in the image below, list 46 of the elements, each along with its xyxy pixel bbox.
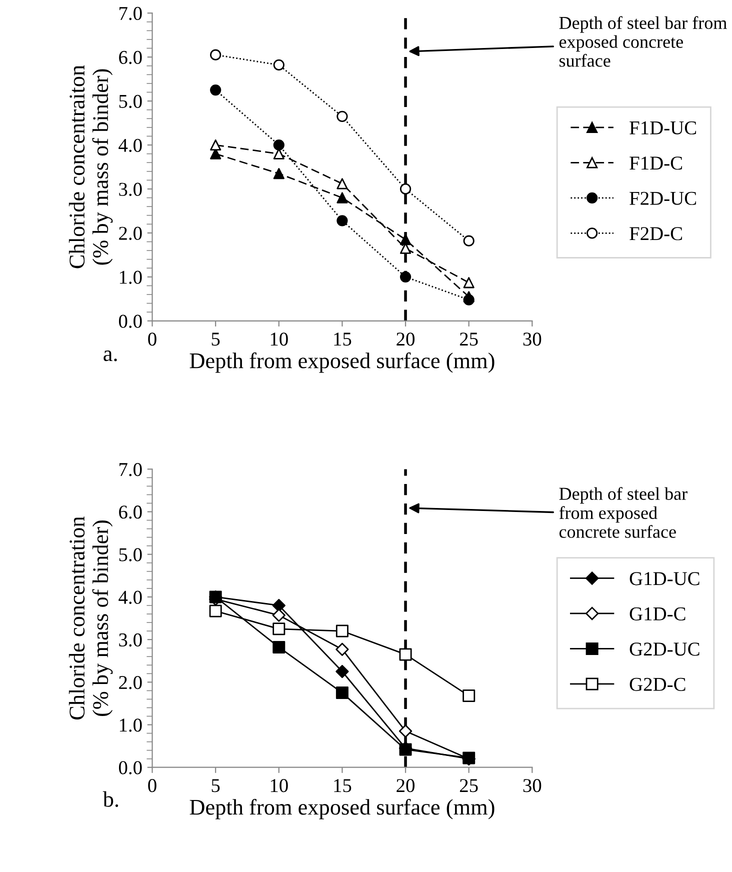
x-tick-label: 30 [523, 332, 542, 346]
y-tick-label: 2.0 [119, 676, 142, 690]
ref-line-label: Depth of steel bar from exposed concrete surface [559, 16, 727, 67]
y-axis-title: Chloride concentraiton (% by mass of binder) [68, 65, 113, 268]
y-tick-label: 4.0 [118, 590, 142, 604]
x-tick-label: 0 [148, 779, 156, 792]
text: a. [104, 350, 117, 362]
y-tick-label: 4.0 [118, 138, 142, 152]
x-tick-label: 25 [460, 332, 478, 346]
x-axis-title: Depth from exposed surface (mm) [190, 352, 494, 373]
y-tick-label: 5.0 [119, 94, 142, 108]
y-tick-label: 3.0 [119, 633, 142, 647]
y-tick-label: 0.0 [118, 761, 142, 774]
y-tick-label: 5.0 [119, 548, 142, 562]
y-tick-label: 3.0 [119, 182, 142, 196]
legend-label: G1D-UC [630, 572, 700, 586]
ref-line-label: Depth of steel bar from exposed concrete surface [559, 487, 688, 538]
x-tick-label: 0 [148, 332, 156, 346]
legend-label: G2D-UC [630, 642, 700, 656]
x-tick-label: 10 [270, 332, 288, 346]
y-tick-label: 7.0 [120, 462, 142, 476]
legend-label: F2D-UC [630, 192, 696, 205]
x-tick-label: 25 [460, 779, 478, 792]
x-tick-label: 15 [334, 332, 352, 346]
x-tick-label: 20 [396, 779, 415, 792]
x-axis-title: Depth from exposed surface (mm) [190, 798, 494, 820]
x-tick-label: 5 [212, 779, 220, 792]
legend-label: G1D-C [630, 607, 686, 620]
y-tick-label: 1.0 [120, 718, 142, 732]
x-tick-label: 5 [212, 332, 220, 346]
legend-label: F2D-C [630, 227, 682, 240]
legend-label: G2D-C [630, 678, 686, 691]
y-tick-label: 6.0 [119, 506, 142, 519]
legend-label: F1D-C [630, 156, 682, 170]
y-axis-title: Chloride concentration (% by mass of binder) [68, 516, 113, 720]
x-tick-label: 15 [334, 779, 352, 792]
y-tick-label: 7.0 [120, 6, 142, 20]
y-tick-label: 6.0 [119, 50, 142, 64]
y-tick-label: 2.0 [119, 226, 142, 240]
x-tick-label: 30 [523, 779, 542, 792]
x-tick-label: 20 [396, 332, 415, 346]
y-tick-label: 0.0 [118, 314, 142, 328]
x-tick-label: 10 [270, 779, 288, 792]
text: b. [102, 791, 118, 807]
legend-label: F1D-UC [630, 121, 696, 134]
y-tick-label: 1.0 [120, 270, 142, 284]
